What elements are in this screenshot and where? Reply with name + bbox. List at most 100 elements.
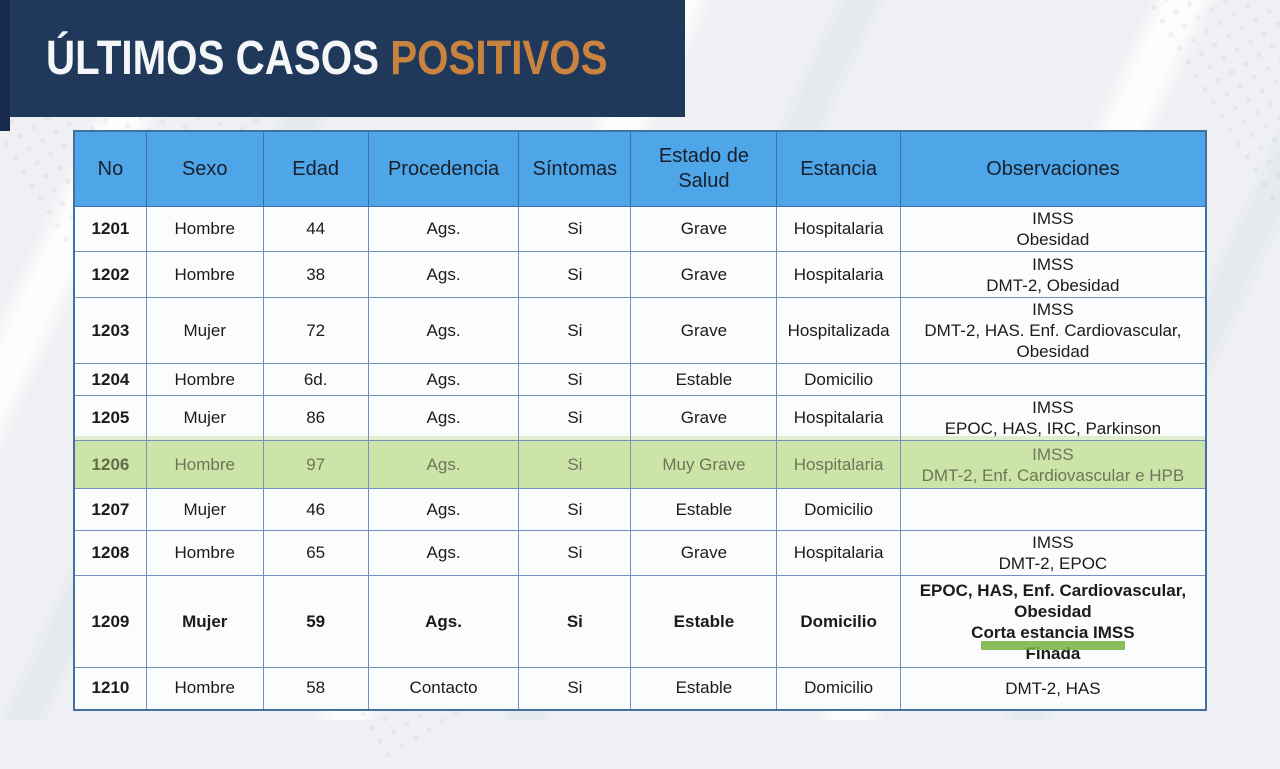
cell-edad: 44 [262,206,369,252]
cell-sintomas: Si [518,440,632,489]
cell-edad: 46 [262,488,369,531]
cell-estado-de-salud: Grave [630,206,778,252]
marker-highlighted-text: Corta estancia IMSS [971,622,1135,650]
observation-line: IMSS [1032,300,1074,319]
cell-procedencia: Ags. [367,251,520,298]
cell-edad: 65 [262,530,369,576]
cell-sexo: Mujer [145,395,264,441]
cell-no: 1206 [73,440,147,489]
column-header-observaciones: Observaciones [899,130,1207,207]
cell-sexo: Mujer [145,297,264,364]
header-row: No Sexo Edad Procedencia Síntomas Estado… [73,130,1207,207]
cell-edad: 86 [262,395,369,441]
cell-no: 1210 [73,667,147,710]
cell-estancia: Hospitalaria [776,395,901,441]
page-title: ÚLTIMOS CASOS POSITIVOS [46,31,608,86]
table-row: 1205 Mujer 86 Ags. Si Grave Hospitalaria IMSS EP… [73,395,1207,441]
cell-sexo: Hombre [145,440,264,489]
column-header-estado-de-salud: Estado de Salud [630,130,778,207]
title-space [379,32,390,85]
column-header-sintomas: Síntomas [518,130,632,207]
cell-no: 1202 [73,251,147,298]
table-row: 1209 Mujer 59 Ags. Si Estable Domicilio EPOC, H… [73,575,1207,668]
table-row: 1202 Hombre 38 Ags. Si Grave Hospitalaria IMSS D… [73,251,1207,298]
cell-observaciones: IMSS DMT-2, Obesidad [899,251,1207,298]
cell-estado-de-salud: Estable [630,488,778,531]
cell-no: 1208 [73,530,147,576]
cell-sexo: Hombre [145,251,264,298]
observation-line: EPOC, HAS, IRC, Parkinson [944,419,1162,438]
table-row: 1208 Hombre 65 Ags. Si Grave Hospitalaria IMSS D… [73,530,1207,576]
cell-sintomas: Si [518,488,632,531]
cell-no: 1201 [73,206,147,252]
cell-estancia: Hospitalaria [776,440,901,489]
cases-table: No Sexo Edad Procedencia Síntomas Estado… [73,130,1207,711]
table-row: 1201 Hombre 44 Ags. Si Grave Hospitalaria IMSS O… [73,206,1207,252]
observation-line: EPOC, HAS, Enf. Cardiovascular, [919,580,1187,600]
cell-sintomas: Si [518,667,632,710]
column-header-estancia: Estancia [776,130,901,207]
table-row: 1210 Hombre 58 Contacto Si Estable Domicilio DM… [73,667,1207,710]
cell-sintomas: Si [518,297,632,364]
observation-line: DMT-2, HAS. Enf. Cardiovascular, [924,321,1182,340]
cell-edad: 6d. [262,363,369,396]
cell-observaciones [899,363,1207,396]
cell-observaciones: IMSS DMT-2, HAS. Enf. Cardiovascular, Obes… [899,297,1207,364]
cell-observaciones: IMSS Obesidad [899,206,1207,252]
cell-sintomas: Si [518,395,632,441]
cell-procedencia: Contacto [367,667,520,710]
cell-estancia: Hospitalaria [776,206,901,252]
observation-line: DMT-2, EPOC [998,554,1108,573]
cell-no: 1209 [73,575,147,668]
cell-sintomas: Si [518,251,632,298]
observation-line: Obesidad [1016,230,1090,249]
observation-line: DMT-2, Enf. Cardiovascular e HPB [921,465,1185,485]
cell-sintomas: Si [518,206,632,252]
table-row: 1203 Mujer 72 Ags. Si Grave Hospitalizada IMSS D… [73,297,1207,364]
cell-no: 1203 [73,297,147,364]
cell-edad: 38 [262,251,369,298]
cell-sintomas: Si [518,575,632,668]
cell-estado-de-salud: Grave [630,395,778,441]
cell-estancia: Domicilio [776,363,901,396]
title-banner: ÚLTIMOS CASOS POSITIVOS [0,0,685,131]
cell-estado-de-salud: Grave [630,530,778,576]
cell-procedencia: Ags. [367,488,520,531]
cell-sexo: Mujer [145,488,264,531]
observation-line: DMT-2, Obesidad [986,275,1120,295]
cell-procedencia: Ags. [367,206,520,252]
cell-edad: 58 [262,667,369,710]
observation-line: Corta estancia IMSS [905,622,1201,650]
observation-line: IMSS [1032,209,1074,228]
column-header-sexo: Sexo [145,130,264,207]
cell-estancia: Hospitalaria [776,251,901,298]
cell-observaciones: IMSS DMT-2, Enf. Cardiovascular e HPB [899,440,1207,489]
cell-observaciones: IMSS EPOC, HAS, IRC, Parkinson [899,395,1207,441]
page-title-main: ÚLTIMOS CASOS [46,32,380,85]
cell-estado-de-salud: Estable [630,363,778,396]
table-row: 1207 Mujer 46 Ags. Si Estable Domicilio [73,488,1207,531]
cell-sexo: Hombre [145,363,264,396]
cell-sexo: Hombre [145,530,264,576]
cell-procedencia: Ags. [367,363,520,396]
observation-line: IMSS [1032,444,1074,464]
cell-sexo: Hombre [145,667,264,710]
table-header: No Sexo Edad Procedencia Síntomas Estado… [73,130,1207,207]
column-header-edad: Edad [262,130,369,207]
cell-procedencia: Ags. [367,440,520,489]
column-header-procedencia: Procedencia [367,130,520,207]
observation-line: IMSS [1032,398,1074,417]
observation-line: DMT-2, HAS [1005,678,1101,698]
cell-procedencia: Ags. [367,297,520,364]
table-row: 1204 Hombre 6d. Ags. Si Estable Domicilio [73,363,1207,396]
cell-estancia: Hospitalaria [776,530,901,576]
cell-estado-de-salud: Estable [630,575,778,668]
cell-no: 1204 [73,363,147,396]
cell-estado-de-salud: Grave [630,251,778,298]
cell-estado-de-salud: Estable [630,667,778,710]
table-row: 1206 Hombre 97 Ags. Si Muy Grave Hospitalaria I… [73,440,1207,489]
cell-procedencia: Ags. [367,395,520,441]
cell-procedencia: Ags. [367,530,520,576]
observation-line: IMSS [1032,533,1074,552]
observation-line: IMSS [1032,254,1074,274]
